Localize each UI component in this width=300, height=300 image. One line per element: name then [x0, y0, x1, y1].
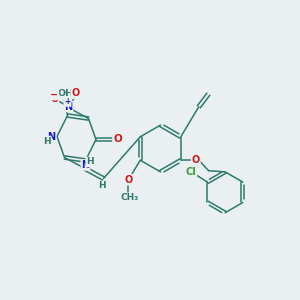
Text: N: N: [47, 131, 56, 142]
Text: O: O: [124, 175, 132, 185]
Text: O: O: [71, 88, 80, 98]
Text: +: +: [65, 97, 71, 106]
Text: H: H: [98, 182, 106, 190]
Text: O: O: [50, 94, 58, 104]
Text: O: O: [113, 134, 122, 145]
Text: H: H: [86, 158, 94, 166]
Text: N: N: [81, 160, 90, 170]
Text: O: O: [192, 155, 200, 165]
Text: OH: OH: [57, 89, 73, 98]
Text: CH₃: CH₃: [121, 193, 139, 202]
Text: H: H: [43, 136, 50, 146]
Text: N: N: [64, 101, 73, 112]
Text: Cl: Cl: [186, 167, 196, 178]
Text: −: −: [50, 89, 58, 100]
